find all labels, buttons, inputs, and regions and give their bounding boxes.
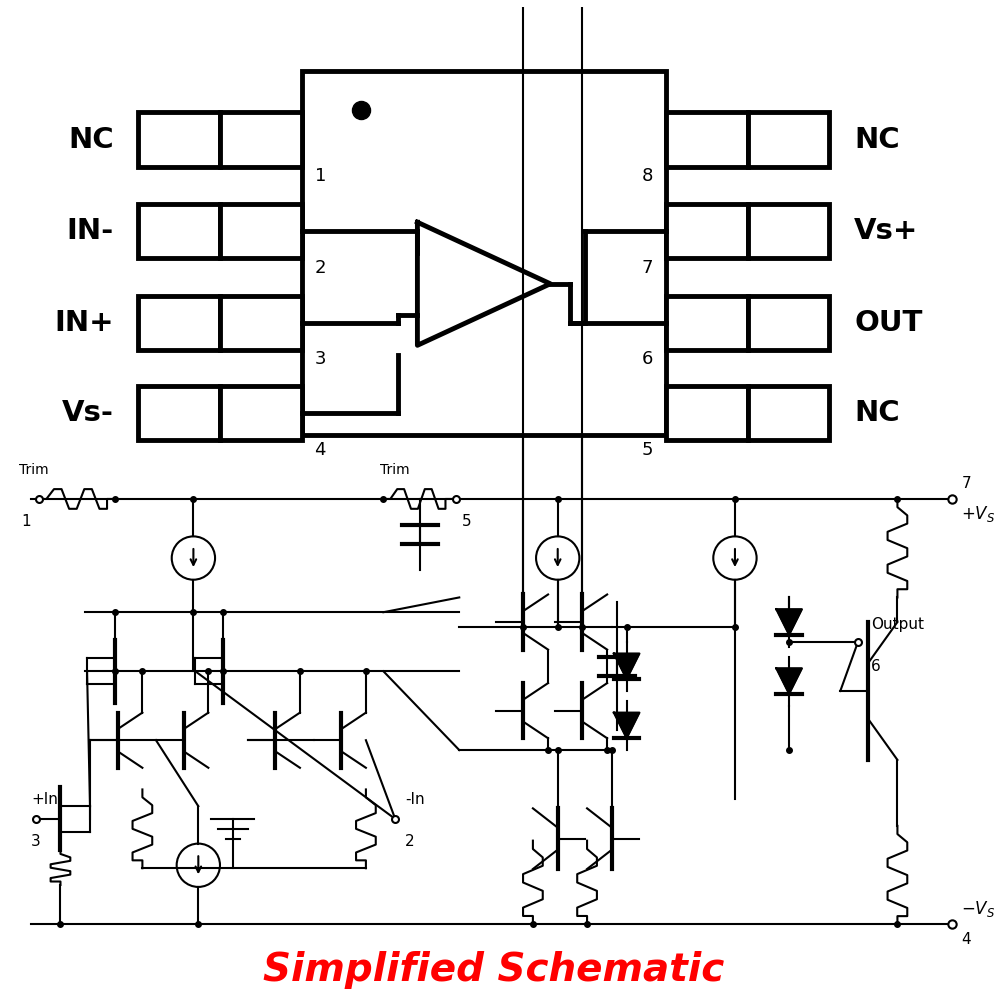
Text: 8: 8 <box>642 167 653 185</box>
Text: $+V_S$: $+V_S$ <box>961 504 996 524</box>
Bar <box>138 204 220 258</box>
Text: $-V_S$: $-V_S$ <box>961 899 996 919</box>
Text: NC: NC <box>854 399 900 427</box>
Bar <box>748 204 829 258</box>
Text: Simplified Schematic: Simplified Schematic <box>263 951 724 989</box>
Polygon shape <box>776 668 802 694</box>
Text: 7: 7 <box>642 259 653 277</box>
Bar <box>220 386 302 440</box>
Text: 1: 1 <box>315 167 326 185</box>
Text: OUT: OUT <box>854 309 922 337</box>
Bar <box>220 296 302 350</box>
Text: 1: 1 <box>21 514 31 529</box>
Text: 6: 6 <box>642 350 653 368</box>
Text: 5: 5 <box>642 441 653 459</box>
Bar <box>302 71 666 435</box>
Polygon shape <box>614 713 639 738</box>
Text: Output: Output <box>871 617 924 632</box>
Text: 2: 2 <box>405 834 415 849</box>
Text: 3: 3 <box>31 834 41 849</box>
Bar <box>138 386 220 440</box>
Text: +In: +In <box>31 792 58 807</box>
Text: Vs+: Vs+ <box>854 217 918 245</box>
Text: 6: 6 <box>871 659 881 674</box>
Text: IN+: IN+ <box>54 309 114 337</box>
Bar <box>666 204 748 258</box>
Bar <box>666 386 748 440</box>
Bar <box>138 296 220 350</box>
Text: 7: 7 <box>961 476 971 491</box>
Text: Trim: Trim <box>19 463 49 477</box>
Polygon shape <box>776 609 802 635</box>
Bar <box>748 296 829 350</box>
Text: 5: 5 <box>462 514 472 529</box>
Bar <box>220 112 302 167</box>
Text: 3: 3 <box>315 350 326 368</box>
Bar <box>748 386 829 440</box>
Text: 4: 4 <box>961 932 971 947</box>
Bar <box>220 204 302 258</box>
Text: -In: -In <box>405 792 425 807</box>
Text: 4: 4 <box>315 441 326 459</box>
Text: 2: 2 <box>315 259 326 277</box>
Text: NC: NC <box>854 126 900 154</box>
Text: NC: NC <box>68 126 114 154</box>
Bar <box>748 112 829 167</box>
Text: IN-: IN- <box>66 217 114 245</box>
Polygon shape <box>614 654 639 679</box>
Text: Vs-: Vs- <box>62 399 114 427</box>
Bar <box>666 112 748 167</box>
Bar <box>666 296 748 350</box>
Text: Trim: Trim <box>380 463 410 477</box>
Bar <box>138 112 220 167</box>
